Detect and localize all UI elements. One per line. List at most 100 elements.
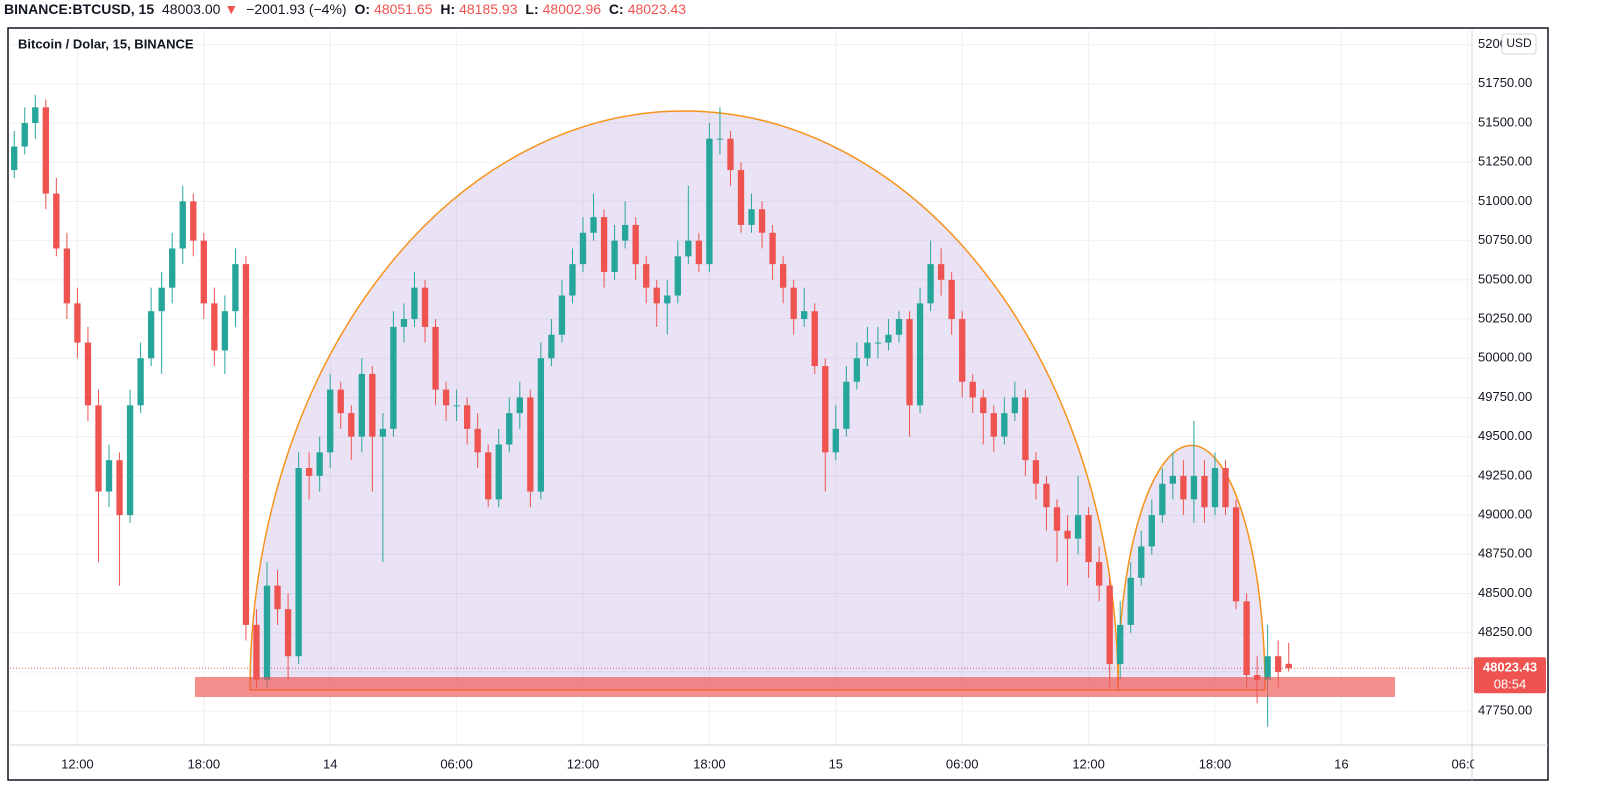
y-tick-label: 48500.00 (1478, 585, 1532, 600)
candle-body (927, 264, 934, 304)
open-value: 48051.65 (374, 1, 433, 17)
candle-body (369, 373, 376, 437)
y-tick-label: 49250.00 (1478, 467, 1532, 482)
candle-body (1285, 663, 1292, 669)
candle-body (1106, 585, 1113, 665)
x-tick-label: 18:00 (693, 756, 726, 771)
candle-body (211, 303, 218, 351)
candle-body (1064, 530, 1071, 539)
candle-body (737, 170, 745, 225)
candle-body (105, 460, 113, 492)
candle-body (74, 303, 81, 343)
candle-body (84, 342, 92, 406)
y-tick-label: 48750.00 (1478, 546, 1532, 561)
candle-body (169, 248, 176, 288)
candle-body (42, 107, 49, 194)
y-tick-label: 51500.00 (1478, 114, 1532, 129)
header: BINANCE:BTCUSD, 15 48003.00 ▼ −2001.93 (−… (4, 0, 690, 20)
candle-body (232, 264, 239, 312)
candle-body (1032, 460, 1040, 484)
candle-body (295, 468, 302, 657)
candle-body (990, 413, 997, 437)
candle-body (1264, 656, 1271, 680)
low-value: 48002.96 (542, 1, 602, 17)
candle-body (853, 358, 861, 382)
x-tick-label: 12:00 (61, 756, 94, 771)
candle-body (474, 428, 481, 453)
candle-body (1201, 475, 1208, 508)
candle-body (421, 287, 429, 327)
x-tick-label: 06:00 (440, 756, 473, 771)
candle-body (158, 287, 165, 312)
candle-body (674, 256, 681, 296)
x-tick-label: 14 (323, 756, 337, 771)
candle-body (390, 326, 397, 429)
o-label: O: (354, 1, 371, 17)
candle-body (621, 224, 629, 241)
candle-body (1053, 507, 1061, 531)
candle-body (937, 264, 945, 280)
candle-body (1022, 397, 1029, 461)
candle-body (337, 389, 344, 414)
candle-body (21, 123, 28, 147)
price-badge: 48023.43 08:54 (1474, 657, 1546, 694)
candle-body (53, 193, 60, 249)
y-tick-label: 49000.00 (1478, 507, 1532, 522)
candle-body (758, 209, 766, 233)
candle-body (453, 405, 460, 407)
candle-body (916, 303, 924, 406)
candle-body (221, 311, 229, 351)
candle-body (906, 319, 913, 406)
high-value: 48185.93 (459, 1, 518, 17)
y-tick-label: 50750.00 (1478, 232, 1532, 247)
candle-body (1232, 507, 1240, 602)
candle-body (147, 311, 155, 359)
candle-body (1043, 483, 1050, 508)
chart-title: Bitcoin / Dolar, 15, BINANCE (18, 36, 194, 51)
x-tick-label: 06:00 (946, 756, 979, 771)
symbol: BINANCE:BTCUSD, 15 (4, 1, 155, 17)
y-tick-label: 49750.00 (1478, 389, 1532, 404)
c-label: C: (608, 1, 624, 17)
y-tick-label: 50250.00 (1478, 310, 1532, 325)
candle-body (1275, 656, 1282, 672)
candle-body (1001, 413, 1008, 437)
y-tick-label: 47750.00 (1478, 703, 1532, 718)
support-zone (195, 677, 1395, 697)
y-axis: 47750.0048000.0048250.0048500.0048750.00… (1478, 36, 1532, 718)
x-axis: 12:00 18:00 14 06:00 12:00 18:00 15 06:00 12:00 1… (61, 756, 1474, 771)
h-label: H: (440, 1, 456, 17)
candle-body (779, 264, 787, 288)
candle-body (11, 146, 18, 171)
candle-body (843, 381, 850, 429)
candle-body (274, 585, 281, 610)
candle-body (590, 217, 597, 233)
l-label: L: (525, 1, 539, 17)
candle-body (137, 358, 144, 406)
candle-body (1138, 546, 1145, 578)
candle-body (1211, 468, 1219, 508)
candle-body (253, 624, 260, 680)
candle-body (959, 319, 966, 382)
y-tick-label: 49500.00 (1478, 428, 1532, 443)
candle-body (664, 295, 671, 304)
candle-body (348, 413, 355, 437)
candle-body (695, 240, 703, 265)
candle-body (463, 405, 471, 429)
candle-body (643, 264, 650, 288)
candle-body (558, 295, 566, 335)
candle-body (790, 287, 797, 320)
price-badge-countdown: 08:54 (1494, 677, 1527, 692)
candle-body (822, 366, 829, 453)
candle-body (885, 334, 892, 343)
candle-body (379, 428, 387, 437)
candle-body (411, 287, 418, 320)
candle-body (716, 138, 724, 140)
currency: USD (1506, 36, 1532, 50)
y-tick-label: 51750.00 (1478, 75, 1532, 90)
currency-badge (1501, 33, 1537, 55)
candle-body (305, 468, 313, 476)
candle-body (1074, 515, 1082, 539)
candle-body (1127, 577, 1134, 625)
candle-body (116, 460, 123, 516)
